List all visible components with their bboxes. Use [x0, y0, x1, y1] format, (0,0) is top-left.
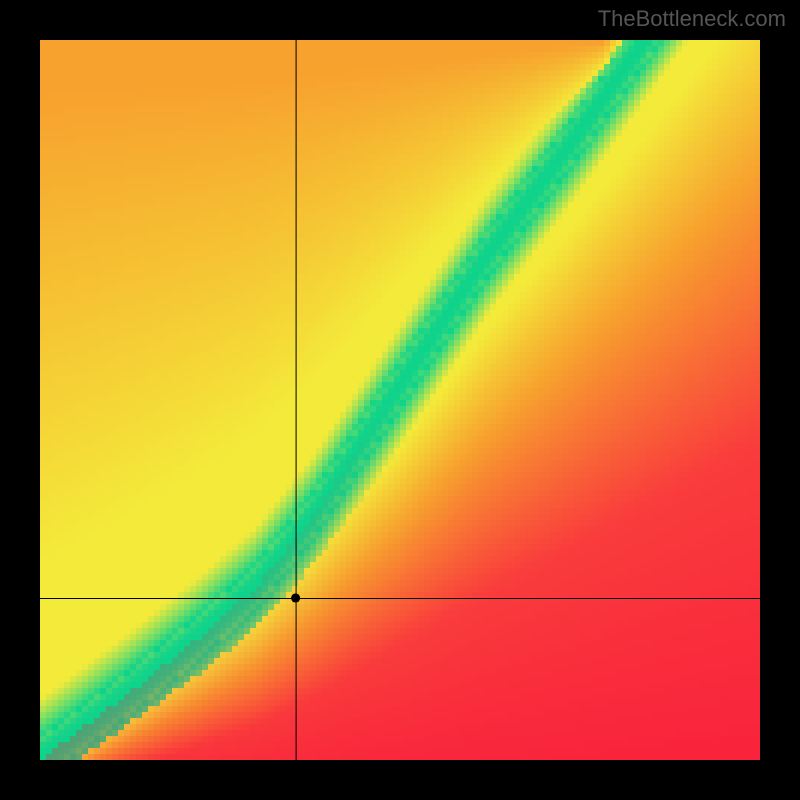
heatmap-canvas: [40, 40, 760, 760]
heatmap-plot: [40, 40, 760, 760]
chart-frame: TheBottleneck.com: [0, 0, 800, 800]
watermark-text: TheBottleneck.com: [598, 6, 786, 32]
